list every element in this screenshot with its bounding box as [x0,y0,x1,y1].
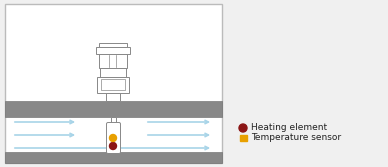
Bar [111,117,116,152]
Bar [5,4,222,163]
Bar [96,47,130,54]
Circle shape [239,124,247,132]
Bar [99,43,127,47]
Circle shape [109,134,116,141]
Text: Heating element: Heating element [251,124,327,132]
Bar [100,68,126,77]
FancyBboxPatch shape [106,123,121,153]
Bar [240,135,247,141]
Bar [97,77,129,93]
Bar [5,152,222,163]
Bar [99,54,127,68]
Circle shape [109,142,116,149]
Text: Temperature sensor: Temperature sensor [251,133,341,142]
Bar [5,101,222,117]
Bar [101,79,125,90]
Bar [106,93,120,101]
